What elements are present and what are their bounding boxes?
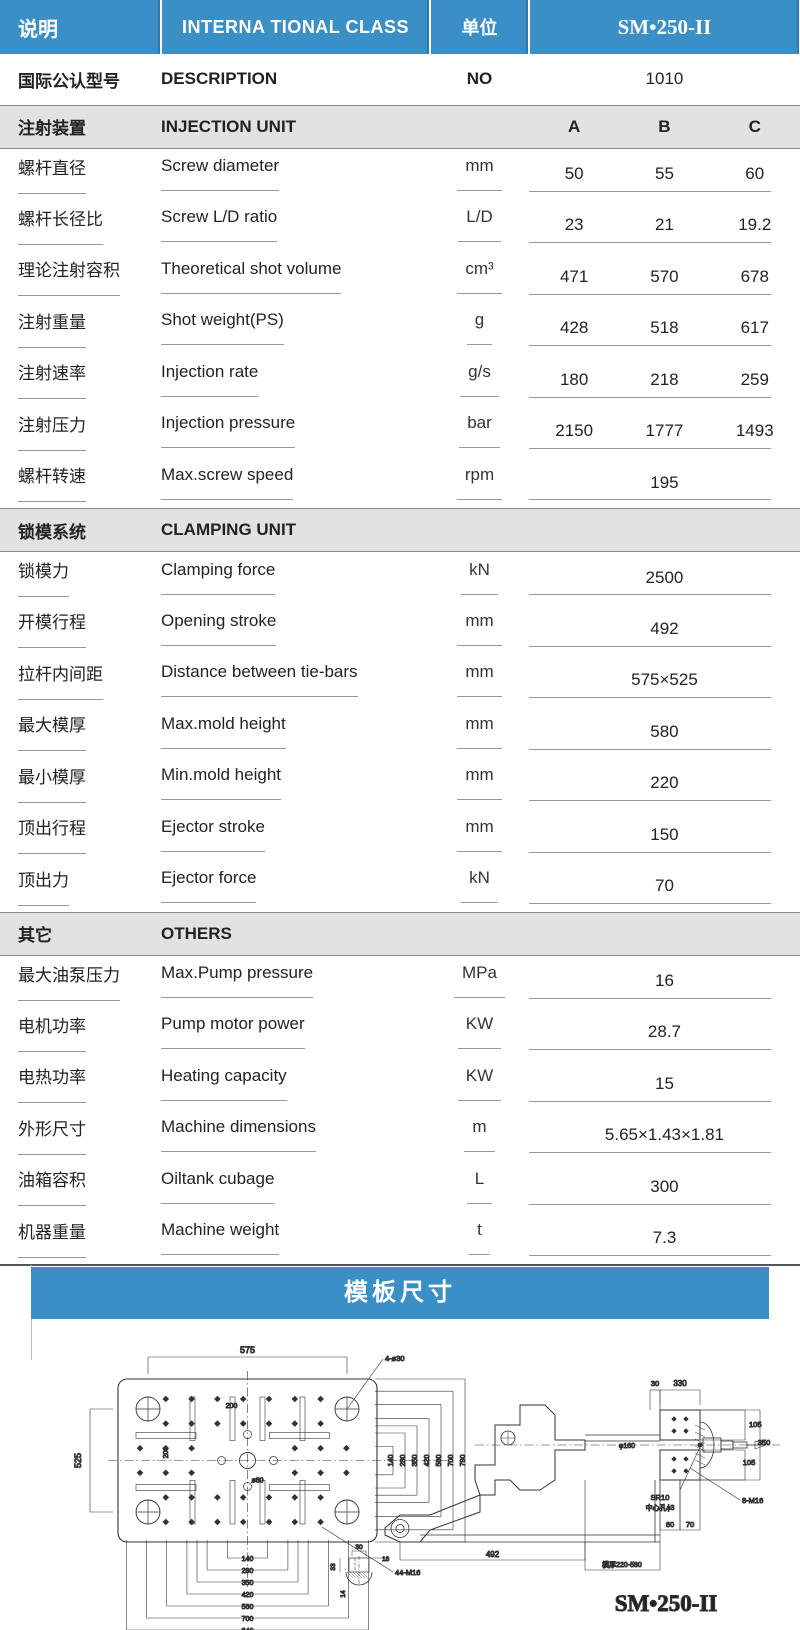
svg-text:105: 105: [743, 1458, 756, 1467]
svg-text:SR10: SR10: [651, 1493, 670, 1502]
svg-text:30: 30: [355, 1544, 363, 1551]
svg-text:420: 420: [424, 1455, 431, 1467]
svg-text:280: 280: [242, 1568, 254, 1575]
svg-text:330: 330: [673, 1379, 687, 1388]
svg-text:575: 575: [240, 1345, 255, 1355]
svg-text:φ160: φ160: [619, 1443, 635, 1450]
svg-text:30: 30: [651, 1379, 659, 1388]
svg-text:4-ø30: 4-ø30: [385, 1354, 405, 1363]
svg-text:中心孔ϕ3: 中心孔ϕ3: [646, 1503, 675, 1512]
svg-text:350: 350: [242, 1580, 254, 1587]
svg-text:140: 140: [388, 1455, 395, 1467]
svg-text:14: 14: [340, 1590, 347, 1598]
svg-text:525: 525: [73, 1453, 83, 1468]
svg-text:560: 560: [436, 1455, 443, 1467]
svg-text:18: 18: [382, 1556, 390, 1563]
svg-text:350: 350: [758, 1438, 771, 1447]
svg-text:44-M16: 44-M16: [395, 1568, 420, 1577]
svg-text:790: 790: [460, 1455, 467, 1467]
svg-text:700: 700: [448, 1455, 455, 1467]
svg-text:70: 70: [686, 1520, 694, 1529]
svg-text:700: 700: [242, 1616, 254, 1623]
svg-text:ø80: ø80: [252, 1478, 264, 1485]
svg-text:200: 200: [163, 1447, 170, 1459]
svg-text:模厚220-580: 模厚220-580: [602, 1560, 642, 1569]
svg-text:33: 33: [330, 1563, 337, 1571]
svg-text:280: 280: [400, 1455, 407, 1467]
svg-text:8-M16: 8-M16: [742, 1496, 763, 1505]
svg-text:200: 200: [226, 1403, 238, 1410]
svg-text:560: 560: [242, 1604, 254, 1611]
svg-text:60: 60: [666, 1520, 674, 1529]
svg-text:105: 105: [749, 1420, 762, 1429]
svg-text:140: 140: [242, 1556, 254, 1563]
svg-text:420: 420: [242, 1592, 254, 1599]
svg-text:492: 492: [486, 1550, 500, 1559]
svg-text:SM•250-II: SM•250-II: [615, 1591, 718, 1616]
svg-text:350: 350: [412, 1455, 419, 1467]
